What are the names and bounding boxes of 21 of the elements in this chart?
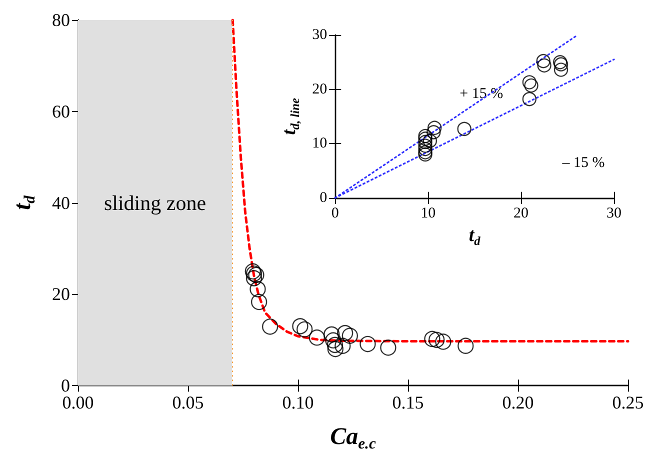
x-tick-label: 0 — [331, 205, 339, 222]
x-tick-label: 30 — [606, 205, 622, 222]
y-tick-label: 40 — [52, 192, 70, 213]
y-tick-label: 20 — [52, 284, 70, 304]
y-tick-label: 20 — [312, 81, 328, 98]
y-tick-label: 60 — [52, 101, 70, 122]
x-tick-label: 0.25 — [612, 392, 644, 413]
x-tick-label: 10 — [420, 205, 436, 222]
x-tick-label: 0.10 — [282, 392, 314, 413]
x-tick-label: 20 — [514, 205, 529, 222]
annotation: – 15 % — [561, 154, 605, 171]
y-tick-label: 0 — [320, 190, 328, 206]
x-tick-label: 0.15 — [392, 392, 424, 413]
y-axis-title: td — [10, 195, 38, 210]
x-tick-label: 0.05 — [172, 392, 204, 413]
y-axis-title: td, line — [279, 98, 302, 135]
x-tick-label: 0.20 — [502, 392, 534, 413]
y-tick-label: 80 — [52, 10, 70, 30]
band-label: sliding zone — [104, 190, 206, 215]
y-tick-label: 30 — [312, 27, 328, 43]
y-tick-label: 10 — [312, 136, 328, 152]
